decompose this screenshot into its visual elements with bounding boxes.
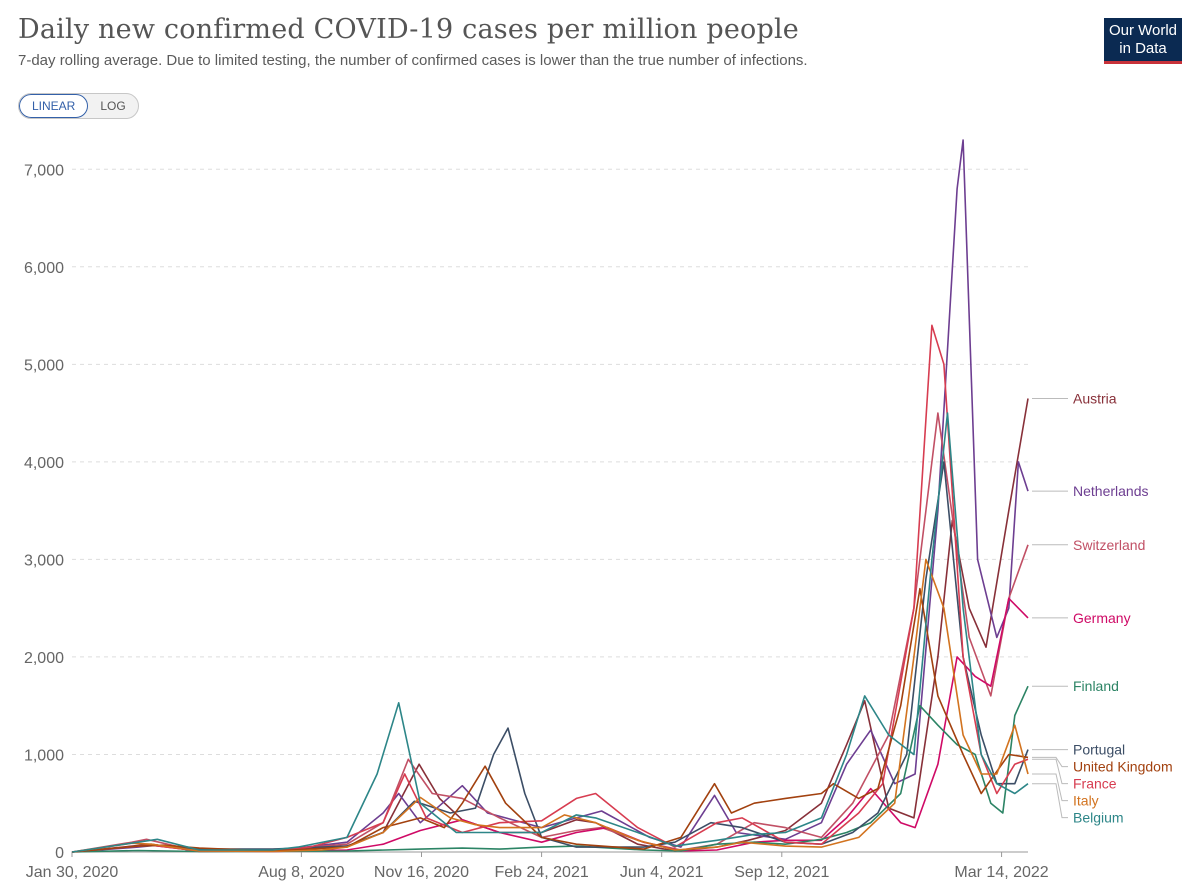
- series-line-italy[interactable]: [71, 558, 1029, 853]
- x-tick-label: Feb 24, 2021: [494, 864, 588, 881]
- y-tick-label: 0: [55, 845, 64, 862]
- y-axis: 0 1,000 2,000 3,000 4,000 5,000 6,000 7,000: [24, 162, 64, 862]
- x-tick-label: Nov 16, 2020: [374, 864, 469, 881]
- x-tick-label: Mar 14, 2022: [954, 864, 1048, 881]
- series-line-france[interactable]: [71, 324, 1029, 853]
- x-tick-label: Sep 12, 2021: [734, 864, 829, 881]
- log-scale-button[interactable]: LOG: [88, 94, 137, 118]
- series-line-netherlands[interactable]: [71, 139, 1029, 853]
- series-label-finland[interactable]: Finland: [1073, 678, 1119, 694]
- series-label-portugal[interactable]: Portugal: [1073, 742, 1125, 758]
- label-connector: [1032, 773, 1068, 802]
- series-labels: Austria Netherlands Switzerland Germany Finl…: [1032, 390, 1173, 826]
- series-label-italy[interactable]: Italy: [1073, 793, 1099, 809]
- grid-lines: [72, 168, 1028, 853]
- chart-title: Daily new confirmed COVID-19 cases per m…: [18, 14, 799, 45]
- linear-scale-button[interactable]: LINEAR: [19, 94, 89, 118]
- series-line-germany[interactable]: [71, 597, 1029, 853]
- x-tick-label: Aug 8, 2020: [258, 864, 344, 881]
- series-label-germany[interactable]: Germany: [1073, 610, 1131, 626]
- logo-line-2: in Data: [1119, 40, 1167, 57]
- label-connector: [1032, 758, 1068, 785]
- series-line-finland[interactable]: [71, 685, 1029, 853]
- series-label-united-kingdom[interactable]: United Kingdom: [1073, 759, 1173, 775]
- series-line-portugal[interactable]: [71, 461, 1029, 853]
- owid-logo[interactable]: Our World in Data: [1104, 18, 1182, 64]
- chart-subtitle: 7-day rolling average. Due to limited te…: [18, 52, 808, 69]
- scale-toggle[interactable]: LINEAR LOG: [18, 93, 139, 119]
- y-tick-label: 1,000: [24, 747, 64, 764]
- label-connector: [1032, 783, 1068, 819]
- y-tick-label: 2,000: [24, 650, 64, 667]
- series-label-netherlands[interactable]: Netherlands: [1073, 483, 1149, 499]
- series-label-france[interactable]: France: [1073, 776, 1117, 792]
- label-connector: [1032, 756, 1068, 768]
- y-tick-label: 7,000: [24, 162, 64, 179]
- series-label-switzerland[interactable]: Switzerland: [1073, 537, 1145, 553]
- series-lines: [71, 139, 1029, 853]
- x-axis: Jan 30, 2020 Aug 8, 2020 Nov 16, 2020 Feb 2…: [26, 852, 1049, 881]
- series-line-austria[interactable]: [71, 398, 1029, 853]
- y-tick-label: 6,000: [24, 260, 64, 277]
- series-line-united-kingdom[interactable]: [71, 587, 1029, 853]
- series-line-switzerland[interactable]: [71, 412, 1029, 853]
- y-tick-label: 4,000: [24, 455, 64, 472]
- series-label-belgium[interactable]: Belgium: [1073, 810, 1124, 826]
- x-tick-label: Jun 4, 2021: [620, 864, 704, 881]
- series-label-austria[interactable]: Austria: [1073, 390, 1117, 406]
- logo-line-1: Our World: [1108, 22, 1178, 39]
- y-tick-label: 3,000: [24, 552, 64, 569]
- y-tick-label: 5,000: [24, 357, 64, 374]
- series-line-belgium[interactable]: [71, 412, 1029, 853]
- x-tick-label: Jan 30, 2020: [26, 864, 119, 881]
